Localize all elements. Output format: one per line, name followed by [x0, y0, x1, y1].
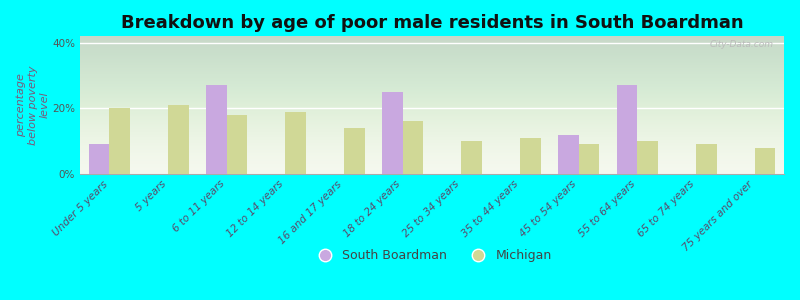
Bar — [520, 138, 541, 174]
Bar — [402, 122, 423, 174]
Bar — [89, 144, 110, 174]
Bar — [168, 105, 189, 174]
Bar — [578, 144, 599, 174]
Bar — [226, 115, 247, 174]
Y-axis label: percentage
below poverty
level: percentage below poverty level — [16, 65, 50, 145]
Bar — [462, 141, 482, 174]
Bar — [110, 108, 130, 174]
Bar — [754, 148, 775, 174]
Text: City-Data.com: City-Data.com — [710, 40, 774, 49]
Bar — [206, 85, 226, 174]
Bar — [558, 135, 578, 174]
Bar — [638, 141, 658, 174]
Bar — [344, 128, 365, 174]
Bar — [617, 85, 638, 174]
Title: Breakdown by age of poor male residents in South Boardman: Breakdown by age of poor male residents … — [121, 14, 743, 32]
Bar — [696, 144, 717, 174]
Bar — [286, 112, 306, 174]
Legend: South Boardman, Michigan: South Boardman, Michigan — [307, 244, 557, 267]
Bar — [382, 92, 402, 174]
